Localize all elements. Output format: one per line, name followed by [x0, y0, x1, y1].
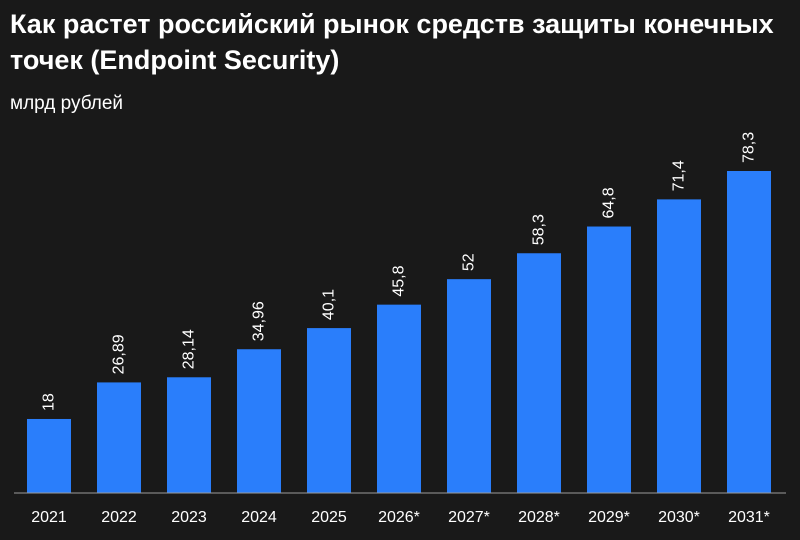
bar-2023 [167, 377, 211, 493]
x-tick-label: 2025 [311, 509, 347, 526]
x-ticks-group: 2021 2022 2023 2024 2025 2026* 2027* 2028* 2029*… [31, 509, 770, 526]
data-label: 40,1 [321, 289, 338, 320]
chart-subtitle: млрд рублей [10, 93, 124, 114]
x-tick-label: 2027* [448, 509, 490, 526]
x-tick-label: 2021 [31, 509, 67, 526]
data-label: 18 [41, 393, 58, 411]
data-label: 26,89 [111, 334, 128, 374]
bar-2024 [237, 349, 281, 493]
bar-2030-forecast [657, 199, 701, 493]
bars-group [27, 171, 771, 493]
bar-2031-forecast [727, 171, 771, 493]
x-tick-label: 2029* [588, 509, 630, 526]
data-label: 71,4 [671, 160, 688, 191]
bar-2025 [307, 328, 351, 493]
bar-2027-forecast [447, 279, 491, 493]
x-tick-label: 2022 [101, 509, 137, 526]
x-tick-label: 2026* [378, 509, 420, 526]
data-label: 52 [461, 253, 478, 271]
bar-2026-forecast [377, 304, 421, 493]
data-labels-group: 18 26,89 28,14 34,96 40,1 45,8 52 58,3 64,8 71,4 7… [41, 132, 758, 411]
data-label: 64,8 [601, 187, 618, 218]
data-label: 58,3 [531, 214, 548, 245]
chart-title: Как растет российский рынок средств защи… [10, 9, 774, 75]
bar-2021 [27, 418, 71, 493]
data-label: 45,8 [391, 265, 408, 296]
bar-2029-forecast [587, 226, 631, 493]
data-label: 34,96 [251, 301, 268, 341]
data-label: 78,3 [741, 132, 758, 163]
data-label: 28,14 [181, 329, 198, 369]
x-tick-label: 2028* [518, 509, 560, 526]
x-tick-label: 2024 [241, 509, 277, 526]
bar-2028-forecast [517, 253, 561, 493]
x-tick-label: 2031* [728, 509, 770, 526]
x-tick-label: 2030* [658, 509, 700, 526]
x-tick-label: 2023 [171, 509, 207, 526]
bar-2022 [97, 382, 141, 493]
